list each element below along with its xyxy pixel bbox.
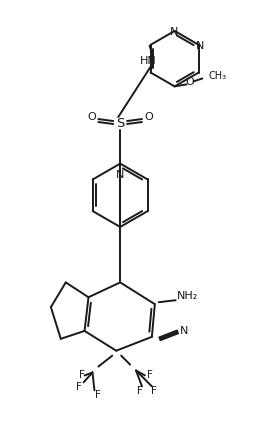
Text: S: S: [116, 116, 124, 129]
Text: N: N: [170, 27, 178, 37]
Text: N: N: [116, 170, 124, 181]
Text: N: N: [196, 41, 204, 51]
Text: F: F: [147, 371, 153, 380]
Text: N: N: [180, 326, 189, 336]
Text: O: O: [87, 112, 96, 122]
Text: HN: HN: [140, 56, 157, 66]
Text: F: F: [96, 390, 101, 400]
Text: O: O: [185, 78, 194, 87]
Text: F: F: [137, 386, 143, 396]
Text: O: O: [145, 112, 153, 122]
Text: F: F: [76, 382, 81, 392]
Text: F: F: [79, 371, 84, 380]
Text: NH₂: NH₂: [177, 291, 198, 301]
Text: CH₃: CH₃: [208, 71, 226, 82]
Text: F: F: [151, 386, 157, 396]
